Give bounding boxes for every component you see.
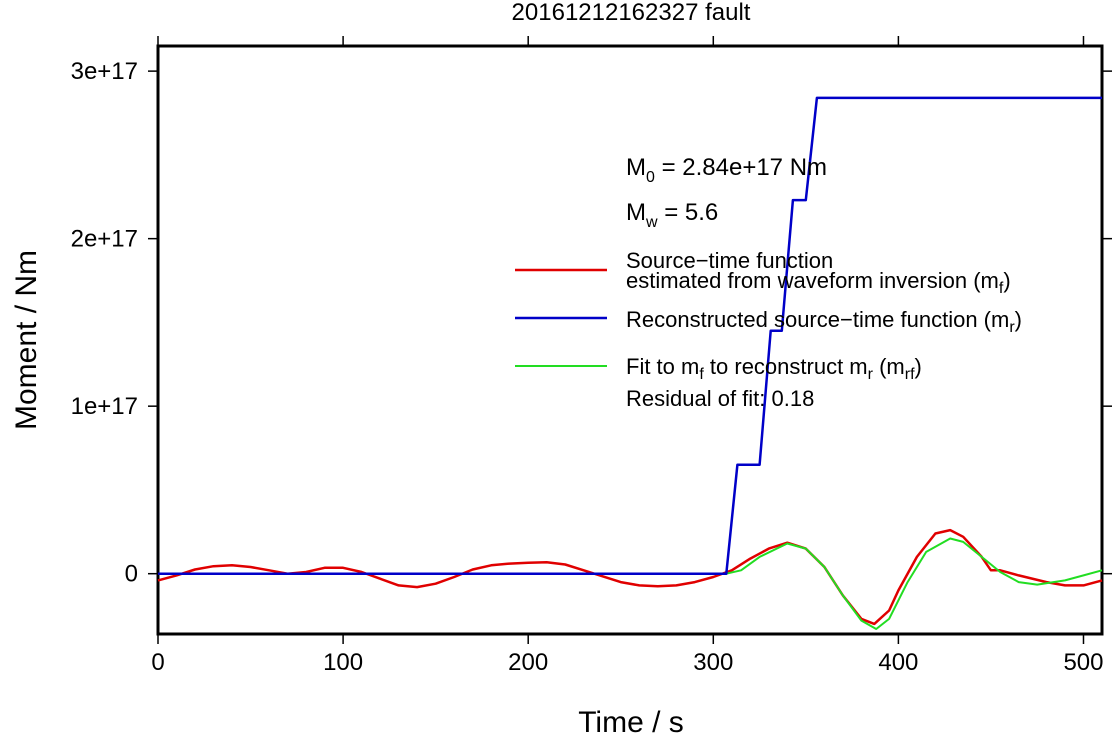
plot-frame [156,44,1104,636]
x-tick-label-1: 100 [323,649,363,676]
x-axis-label: Time / s [578,706,684,736]
y-tick-label-0: 0 [125,561,138,588]
x-tick-label-3: 300 [693,649,733,676]
x-tick-label-5: 500 [1063,649,1103,676]
series-line-mr [158,96,1102,575]
mw-annotation: Mw = 5.6 [626,199,718,231]
y-tick-label-1: 1e+17 [71,393,138,420]
residual-annotation: Residual of fit: 0.18 [626,386,814,411]
x-axis: 0 100 200 300 400 500 [151,36,1104,676]
series-line-mrf [726,537,1103,630]
x-tick-label-0: 0 [151,649,164,676]
legend-label-mrf: Fit to mf to reconstruct mr (mrf) [626,354,922,383]
y-tick-label-3: 3e+17 [71,58,138,85]
legend-label-mr: Reconstructed source−time function (mr) [626,307,1022,336]
series-line-mf [157,528,1103,626]
x-tick-label-4: 400 [878,649,918,676]
y-axis: 0 1e+17 2e+17 3e+17 [71,58,1112,588]
legend-label-mf-line1: Source−time function [626,248,833,273]
legend: Source−time function estimated from wave… [515,248,1022,411]
legend-label-mf-line2: estimated from waveform inversion (mf) [626,268,1011,297]
chart-title: 20161212162327 fault [512,0,751,26]
y-tick-label-2: 2e+17 [71,226,138,253]
y-axis-label: Moment / Nm [10,250,43,430]
series-layer [157,96,1103,630]
m0-annotation: M0 = 2.84e+17 Nm [626,154,827,186]
x-tick-label-2: 200 [508,649,548,676]
